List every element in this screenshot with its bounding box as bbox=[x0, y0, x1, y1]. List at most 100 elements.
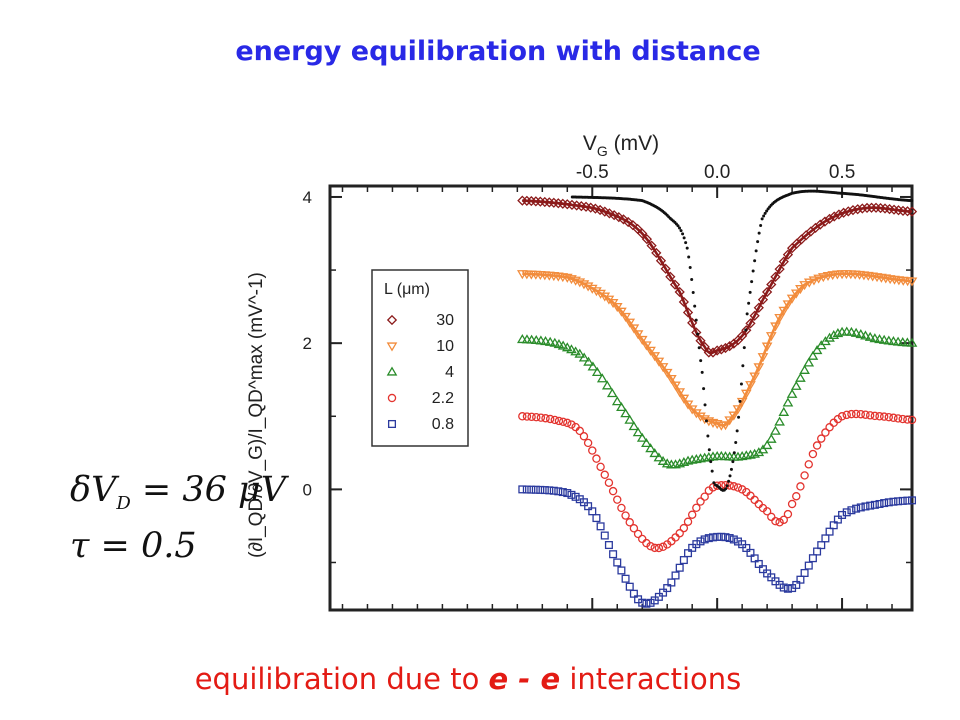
chart-axes: -0.5 0.0 0.5 0 2 4 VG (mV) (∂I_QD/∂V_G)/I_QD^ma… bbox=[246, 132, 914, 612]
data-point bbox=[628, 421, 640, 431]
data-point bbox=[782, 300, 794, 310]
data-point bbox=[642, 599, 651, 608]
data-point bbox=[767, 512, 776, 522]
data-point bbox=[824, 332, 835, 342]
data-point bbox=[842, 508, 851, 517]
data-point bbox=[663, 584, 672, 593]
data-point bbox=[739, 382, 743, 386]
data-point bbox=[691, 290, 695, 294]
data-point bbox=[742, 346, 746, 350]
data-point bbox=[696, 332, 700, 336]
series-10 bbox=[516, 270, 918, 431]
data-point bbox=[729, 467, 733, 471]
data-point bbox=[799, 364, 810, 374]
data-point bbox=[693, 304, 697, 308]
data-point bbox=[621, 574, 630, 583]
data-point bbox=[629, 524, 639, 533]
data-point bbox=[596, 522, 605, 531]
data-point bbox=[675, 563, 684, 572]
data-point bbox=[661, 368, 673, 378]
legend-label: 30 bbox=[436, 312, 454, 329]
data-point bbox=[665, 271, 676, 282]
data-point bbox=[690, 278, 694, 282]
legend-marker bbox=[386, 314, 398, 326]
data-point bbox=[910, 199, 914, 203]
chart-legend: L (μm) 30 10 4 2.2 0.8 bbox=[371, 269, 469, 447]
data-point bbox=[737, 330, 748, 341]
data-point bbox=[671, 571, 680, 580]
data-point bbox=[536, 485, 545, 494]
plot-frame bbox=[328, 184, 914, 612]
data-point bbox=[837, 412, 847, 421]
data-point bbox=[903, 415, 912, 424]
data-point bbox=[906, 337, 918, 347]
data-point bbox=[522, 412, 532, 421]
data-point bbox=[704, 534, 713, 543]
data-point bbox=[646, 541, 655, 551]
data-point bbox=[699, 341, 710, 352]
data-point bbox=[616, 401, 627, 412]
data-point bbox=[628, 324, 640, 334]
data-point bbox=[856, 503, 865, 512]
data-point bbox=[584, 502, 593, 511]
data-point bbox=[536, 413, 546, 422]
data-point bbox=[737, 415, 741, 419]
data-point bbox=[880, 499, 889, 508]
data-point bbox=[682, 236, 686, 240]
data-point bbox=[760, 217, 764, 221]
data-point bbox=[669, 279, 681, 290]
data-point bbox=[681, 232, 685, 236]
series-reference bbox=[570, 189, 914, 492]
data-point bbox=[795, 372, 806, 382]
data-point bbox=[856, 409, 866, 419]
data-point bbox=[653, 357, 665, 367]
data-point bbox=[832, 327, 844, 338]
data-point bbox=[741, 364, 745, 368]
data-point bbox=[518, 412, 527, 421]
data-point bbox=[783, 509, 793, 519]
data-point bbox=[884, 412, 894, 422]
data-point bbox=[650, 543, 659, 553]
data-point bbox=[757, 231, 761, 235]
data-point bbox=[632, 330, 644, 340]
data-point bbox=[679, 523, 689, 533]
data-point bbox=[852, 504, 861, 513]
data-point bbox=[847, 506, 856, 515]
data-point bbox=[803, 357, 815, 367]
data-point bbox=[651, 247, 662, 259]
data-point bbox=[699, 359, 703, 363]
data-point bbox=[588, 446, 597, 455]
data-point bbox=[617, 566, 626, 575]
data-point bbox=[866, 202, 877, 213]
data-point bbox=[729, 535, 738, 544]
data-point bbox=[774, 313, 785, 324]
data-point bbox=[666, 374, 677, 385]
data-point bbox=[645, 443, 656, 453]
y-axis-label: (∂I_QD/∂V_G)/I_QD^max (mV^-1) bbox=[246, 272, 267, 558]
data-point bbox=[659, 588, 668, 597]
data-point bbox=[851, 409, 861, 419]
data-point bbox=[654, 592, 663, 601]
data-point bbox=[729, 482, 739, 491]
legend-title: L (μm) bbox=[384, 281, 430, 298]
data-point bbox=[757, 444, 769, 454]
data-point bbox=[625, 518, 634, 527]
legend-label: 0.8 bbox=[432, 416, 454, 433]
data-point bbox=[704, 419, 708, 423]
data-point bbox=[728, 474, 732, 478]
data-point bbox=[574, 348, 586, 358]
x-axis-label: VG (mV) bbox=[583, 132, 659, 159]
data-point bbox=[549, 486, 558, 495]
caption-suffix: interactions bbox=[569, 662, 742, 696]
series-2-2 bbox=[518, 409, 917, 553]
legend-marker bbox=[387, 393, 397, 403]
data-point bbox=[817, 434, 826, 443]
data-point bbox=[860, 330, 871, 340]
data-point bbox=[732, 451, 736, 455]
data-point bbox=[903, 496, 912, 505]
data-point bbox=[731, 460, 735, 464]
x-tick-label: 0.0 bbox=[704, 162, 730, 183]
data-point bbox=[707, 448, 711, 452]
data-point bbox=[667, 578, 676, 587]
data-point bbox=[875, 499, 884, 509]
